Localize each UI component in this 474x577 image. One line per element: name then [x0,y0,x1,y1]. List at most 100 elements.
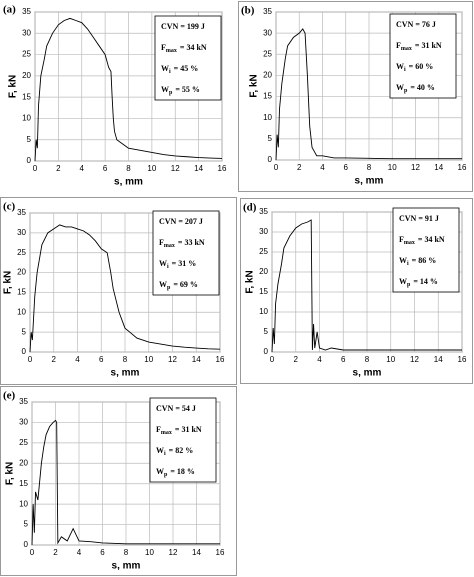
legend-subscript: i [169,69,171,75]
y-tick-label: 30 [17,228,26,237]
legend-text: W [156,467,164,476]
y-tick-label: 20 [259,267,268,276]
y-tick-label: 5 [264,327,269,336]
legend-entry: Wp = 55 % [161,85,200,97]
y-tick-label: 10 [22,114,31,123]
panel-border [0,386,237,576]
x-tick-label: 16 [218,164,227,173]
legend-entry: Wi = 45 % [161,64,198,76]
panel-border [0,197,237,385]
legend-box [152,210,220,296]
y-tick-label: 15 [17,288,26,297]
legend-value: = 18 % [170,467,195,476]
panel: 0 2 4 6 8 10 12 14 16 0 5 10 15 20 25 30 35 s, mm F, kN (c)… [0,197,237,385]
force-curve [29,224,221,353]
legend-text: W [161,64,169,73]
legend-entry: Wp = 40 % [396,83,435,95]
panel-label: (c) [3,201,16,213]
x-tick-label: 6 [100,548,105,557]
y-tick-label: 0 [24,540,29,549]
legend-text: W [161,85,169,94]
legend-text: W [399,256,407,265]
y-tick-label: 20 [263,71,272,80]
y-tick-label: 20 [22,71,31,80]
legend-text: CVN = 199 J [161,22,205,31]
y-tick-label: 10 [19,499,28,508]
y-tick-label: 35 [19,397,28,406]
y-tick-label: 25 [19,438,28,447]
x-tick-label: 8 [365,355,370,364]
legend-value: = 69 % [173,280,198,289]
panel-border [240,198,473,384]
y-axis-label: F, kN [8,75,19,98]
y-tick-label: 5 [27,135,32,144]
y-tick-label: 15 [259,287,268,296]
y-tick-label: 35 [22,7,31,16]
legend-subscript: i [407,261,409,267]
y-tick-label: 25 [17,248,26,257]
x-tick-label: 8 [123,355,128,364]
legend-value: = 45 % [174,64,199,73]
x-tick-label: 0 [270,355,275,364]
legend-text: CVN = 76 J [396,20,436,29]
x-tick-label: 2 [52,355,57,364]
legend-subscript: max [166,48,177,54]
panel: 0 2 4 6 8 10 12 14 16 0 5 10 15 20 25 30 35 s, mm F, kN (d)… [240,198,473,384]
legend-value: = 34 kN [180,43,207,52]
legend-subscript: i [404,67,406,73]
y-tick-label: 30 [263,28,272,37]
legend-value: = 55 % [175,85,200,94]
force-curve [275,28,462,161]
legend-value: = 31 kN [415,41,442,50]
panel: 0 2 4 6 8 10 12 14 16 0 5 10 15 20 25 30 35 s, mm F, kN (b)… [238,1,473,192]
y-axis-label: F, kN [3,271,14,294]
y-axis-label: F, kN [245,270,256,293]
force-curve [34,17,223,162]
legend-entry: Wi = 60 % [396,62,433,74]
x-tick-label: 10 [386,355,395,364]
x-tick-label: 14 [192,355,201,364]
legend-entry: Wp = 18 % [156,467,195,479]
legend-text: F [396,41,401,50]
legend-value: = 31 kN [175,425,202,434]
panel: 0 2 4 6 8 10 12 14 16 0 5 10 15 20 25 30 35 s, mm F, kN (e)… [0,386,237,576]
y-tick-label: 25 [22,50,31,59]
y-tick-label: 25 [263,49,272,58]
legend-subscript: max [161,430,172,436]
force-curve [271,219,462,353]
x-tick-label: 14 [434,355,443,364]
panel-label: (b) [241,5,255,17]
legend-text: W [156,446,164,455]
x-tick-label: 4 [80,164,85,173]
legend-value: = 40 % [410,83,435,92]
y-tick-label: 35 [259,207,268,216]
legend-entry: Wp = 14 % [399,277,438,289]
x-tick-label: 12 [169,548,178,557]
legend-subscript: p [164,472,168,478]
legend-text: F [159,238,164,247]
x-tick-label: 2 [297,163,302,172]
legend-subscript: max [401,46,412,52]
y-tick-label: 35 [17,208,26,217]
x-tick-label: 14 [194,164,203,173]
legend-entry: Fmax = 34 kN [161,43,207,55]
legend-entry: Fmax = 31 kN [396,41,442,53]
panel-label: (a) [3,4,16,16]
y-tick-label: 15 [22,92,31,101]
legend-text: CVN = 91 J [399,214,439,223]
legend-box [392,207,460,293]
y-tick-label: 30 [19,418,28,427]
legend-entry: CVN = 76 J [396,20,436,29]
y-tick-label: 25 [259,247,268,256]
legend-subscript: max [164,243,175,249]
x-axis-label: s, mm [353,368,382,379]
x-tick-label: 0 [274,163,279,172]
x-tick-label: 6 [103,164,108,173]
legend-value: = 86 % [412,256,437,265]
legend-text: W [159,280,167,289]
legend-text: W [396,83,404,92]
y-tick-label: 0 [268,155,273,164]
x-tick-label: 12 [171,164,180,173]
x-tick-label: 8 [124,548,129,557]
